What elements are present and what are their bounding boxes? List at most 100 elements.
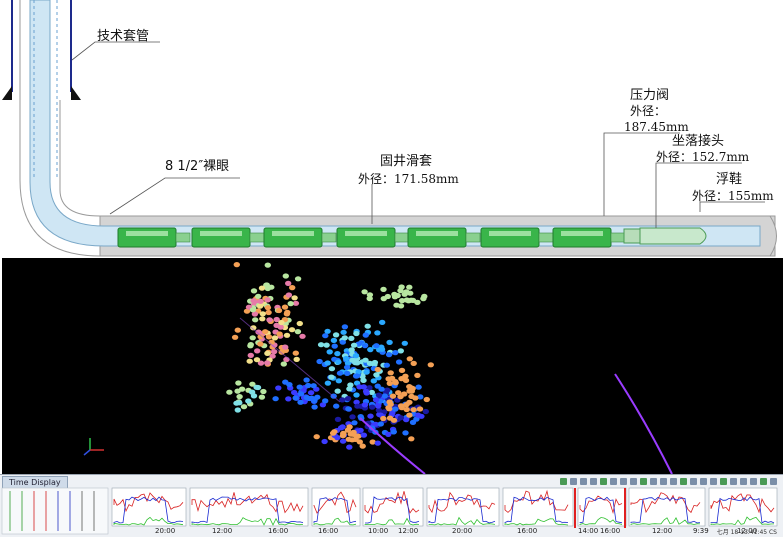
toolbar-icon[interactable] xyxy=(670,478,677,485)
label-sleeve-od: 外径：171.58mm xyxy=(358,172,459,186)
microseismic-event xyxy=(280,361,287,367)
microseismic-events xyxy=(226,262,434,450)
toolbar-icon[interactable] xyxy=(580,478,587,485)
toolbar-icon[interactable] xyxy=(690,478,697,485)
toolbar-icon[interactable] xyxy=(560,478,567,485)
microseismic-event xyxy=(289,285,296,291)
microseismic-event xyxy=(292,395,299,401)
microseismic-event xyxy=(378,386,385,392)
toolbar-icon[interactable] xyxy=(650,478,657,485)
microseismic-event xyxy=(354,403,361,409)
toolbar-icon[interactable] xyxy=(730,478,737,485)
leader-landing xyxy=(655,162,742,228)
label-shoe-name: 浮鞋 xyxy=(716,172,743,187)
microseismic-event xyxy=(374,366,381,373)
microseismic-event xyxy=(236,394,243,400)
toolbar-icon[interactable] xyxy=(770,478,777,485)
packer xyxy=(336,227,410,248)
microseismic-event xyxy=(361,402,369,408)
toolbar-icon[interactable] xyxy=(660,478,667,485)
microseismic-event xyxy=(257,360,265,366)
toolbar-icon[interactable] xyxy=(710,478,717,485)
microseismic-event xyxy=(335,359,342,365)
toolbar-icon[interactable] xyxy=(620,478,627,485)
microseismic-event xyxy=(270,349,278,355)
time-display-tab[interactable]: Time Display xyxy=(2,476,68,488)
stage-separator xyxy=(574,488,576,528)
microseismic-event xyxy=(348,347,355,353)
toolbar-icon[interactable] xyxy=(760,478,767,485)
microseismic-event xyxy=(371,359,379,366)
time-tick-label: 16:00 xyxy=(600,527,621,535)
time-tick-label: 16:00 xyxy=(268,527,289,535)
microseismic-event xyxy=(284,309,291,315)
microseismic-event xyxy=(254,348,261,354)
toolbar-icon[interactable] xyxy=(590,478,597,485)
wellbore-curve-inner xyxy=(59,100,101,217)
microseismic-event xyxy=(253,357,261,363)
microseismic-event xyxy=(416,406,424,412)
microseismic-event xyxy=(275,385,282,391)
microseismic-event xyxy=(251,311,259,317)
microseismic-event xyxy=(285,292,293,298)
microseismic-event xyxy=(283,332,291,338)
toolbar-icon[interactable] xyxy=(630,478,637,485)
microseismic-event xyxy=(259,316,266,322)
microseismic-event xyxy=(264,305,272,311)
microseismic-event xyxy=(388,375,396,381)
label-sleeve-name: 固井滑套 xyxy=(380,154,433,169)
microseismic-event xyxy=(329,430,337,436)
microseismic-event xyxy=(353,399,360,405)
toolbar-icon[interactable] xyxy=(640,478,647,485)
microseismic-event xyxy=(349,431,357,437)
microseismic-event xyxy=(245,398,252,404)
microseismic-event xyxy=(288,327,296,333)
microseismic-event xyxy=(340,329,347,335)
microseismic-event xyxy=(383,362,390,368)
microseismic-event xyxy=(349,437,356,443)
microseismic-event xyxy=(349,414,356,420)
microseismic-event xyxy=(366,295,373,302)
microseismic-event xyxy=(386,339,393,345)
microseismic-event xyxy=(264,297,271,303)
microseismic-event xyxy=(311,404,318,410)
microseismic-event xyxy=(369,439,376,445)
microseismic-event xyxy=(423,396,430,403)
toolbar-icon[interactable] xyxy=(700,478,707,485)
microseismic-event xyxy=(257,334,264,340)
microseismic-event xyxy=(252,317,259,323)
toolbar-icon[interactable] xyxy=(570,478,577,485)
microseismic-event xyxy=(385,352,393,358)
label-valve-od-label: 外径： xyxy=(630,104,667,118)
stage-separator xyxy=(624,488,626,528)
microseismic-event xyxy=(331,343,338,349)
toolbar-icon[interactable] xyxy=(600,478,607,485)
microseismic-event xyxy=(249,307,257,313)
time-tick-label: 16:00 xyxy=(517,527,538,535)
microseismic-event xyxy=(297,399,304,405)
microseismic-event xyxy=(395,359,403,365)
toolbar-icon[interactable] xyxy=(720,478,727,485)
microseismic-event xyxy=(259,311,266,317)
microseismic-event xyxy=(374,440,381,446)
toolbar-icon[interactable] xyxy=(610,478,617,485)
toolbar-icon[interactable] xyxy=(750,478,757,485)
toolbar-icon[interactable] xyxy=(740,478,747,485)
landing-collar xyxy=(623,228,641,244)
time-tick-label: 20:00 xyxy=(452,527,473,535)
microseismic-event xyxy=(296,320,303,327)
time-tick-label: 20:00 xyxy=(155,527,176,535)
axis-legend-block xyxy=(1,487,109,535)
microseismic-event xyxy=(324,360,331,366)
microseismic-event xyxy=(292,300,300,306)
axis-triad-icon xyxy=(83,438,104,456)
microseismic-event xyxy=(292,350,299,356)
microseismic-event xyxy=(349,357,356,363)
microseismic-event xyxy=(392,406,399,412)
microseismic-event xyxy=(362,332,369,338)
microseismic-event xyxy=(303,394,310,401)
toolbar-icon[interactable] xyxy=(680,478,687,485)
microseismic-event xyxy=(427,362,434,368)
microseismic-event xyxy=(380,296,387,302)
